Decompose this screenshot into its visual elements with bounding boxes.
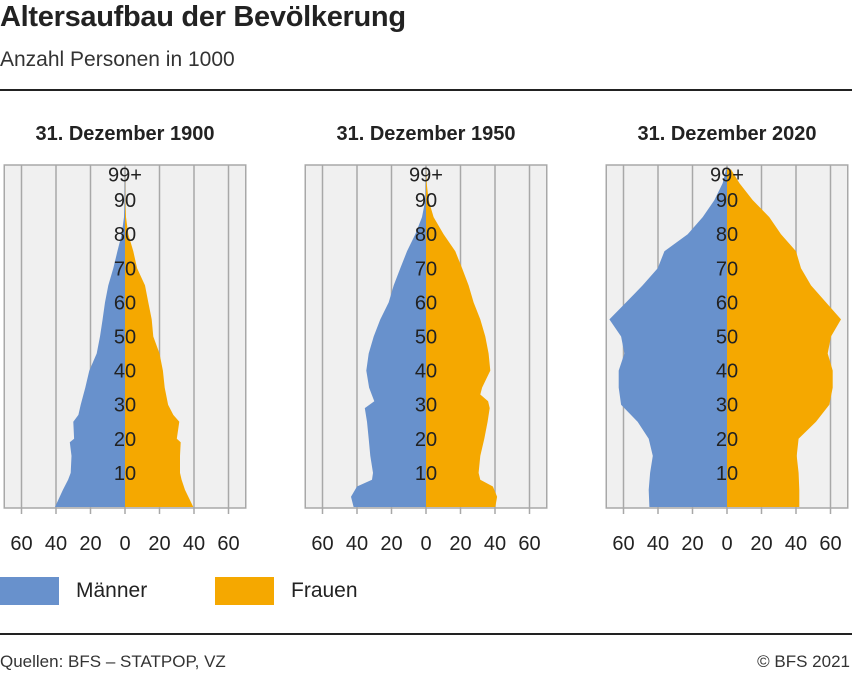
pyramid-2: 31. Dezember 2020 60 40 20 0 20 40 60 10 20 30 40 50… (605, 123, 849, 555)
legend-men: Männer (0, 577, 147, 605)
x-tick-label: 20 (380, 533, 402, 555)
age-label: 70 (716, 258, 738, 280)
series-men (351, 169, 426, 507)
age-label: 70 (415, 258, 437, 280)
page-subtitle: Anzahl Personen in 1000 (0, 48, 235, 71)
x-tick-label: 0 (119, 533, 130, 555)
x-tick-label: 20 (750, 533, 772, 555)
legend-label-men: Männer (76, 579, 148, 602)
age-label: 60 (415, 292, 437, 314)
age-label: 10 (415, 463, 437, 485)
age-label: 70 (114, 258, 136, 280)
legend-swatch-men (0, 577, 59, 605)
pyramid-1: 31. Dezember 1950 60 40 20 0 20 40 60 10 20 30 40 50… (304, 123, 548, 555)
age-label: 90 (716, 190, 738, 212)
x-tick-label: 60 (217, 533, 239, 555)
pyramid-charts: 31. Dezember 1900 60 40 20 0 20 40 60 10 20 30 40 50… (3, 123, 849, 555)
age-label: 50 (114, 327, 136, 349)
age-label: 20 (716, 429, 738, 451)
pyramid-0: 31. Dezember 1900 60 40 20 0 20 40 60 10 20 30 40 50… (3, 123, 247, 555)
copyright: © BFS 2021 (757, 652, 850, 671)
bottom-divider (0, 633, 852, 635)
age-label: 40 (114, 361, 136, 383)
age-label: 10 (114, 463, 136, 485)
age-label: 40 (415, 361, 437, 383)
series-men (55, 169, 125, 507)
chart-title: 31. Dezember 1900 (35, 123, 214, 145)
age-label: 50 (415, 327, 437, 349)
x-tick-label: 40 (346, 533, 368, 555)
x-tick-label: 0 (420, 533, 431, 555)
legend-swatch-women (215, 577, 274, 605)
legend-women: Frauen (215, 577, 358, 605)
series-men (609, 169, 727, 507)
top-divider (0, 89, 852, 91)
age-label: 40 (716, 361, 738, 383)
source-note: Quellen: BFS – STATPOP, VZ (0, 652, 226, 671)
age-label: 10 (716, 463, 738, 485)
x-tick-label: 20 (79, 533, 101, 555)
age-label: 80 (716, 224, 738, 246)
age-label: 80 (415, 224, 437, 246)
x-tick-label: 40 (647, 533, 669, 555)
series-women (125, 169, 194, 507)
age-label: 99+ (108, 165, 142, 187)
legend-label-women: Frauen (291, 579, 358, 602)
series-women (727, 169, 841, 507)
age-label: 30 (415, 395, 437, 417)
age-label: 90 (415, 190, 437, 212)
x-tick-label: 40 (45, 533, 67, 555)
x-tick-label: 20 (681, 533, 703, 555)
series-women (426, 169, 498, 507)
age-label: 80 (114, 224, 136, 246)
x-tick-label: 0 (721, 533, 732, 555)
x-tick-label: 40 (785, 533, 807, 555)
age-label: 60 (114, 292, 136, 314)
x-tick-label: 20 (148, 533, 170, 555)
age-label: 50 (716, 327, 738, 349)
chart-title: 31. Dezember 1950 (336, 123, 515, 145)
x-tick-label: 40 (484, 533, 506, 555)
x-tick-label: 60 (612, 533, 634, 555)
x-tick-label: 60 (518, 533, 540, 555)
age-label: 99+ (409, 165, 443, 187)
age-label: 90 (114, 190, 136, 212)
age-label: 30 (716, 395, 738, 417)
age-label: 60 (716, 292, 738, 314)
age-label: 30 (114, 395, 136, 417)
x-tick-label: 60 (311, 533, 333, 555)
x-tick-label: 60 (10, 533, 32, 555)
age-label: 20 (415, 429, 437, 451)
age-label: 20 (114, 429, 136, 451)
chart-title: 31. Dezember 2020 (637, 123, 816, 145)
x-tick-label: 40 (183, 533, 205, 555)
age-label: 99+ (710, 165, 744, 187)
page-title: Altersaufbau der Bevölkerung (0, 1, 406, 33)
x-tick-label: 20 (449, 533, 471, 555)
x-tick-label: 60 (819, 533, 841, 555)
